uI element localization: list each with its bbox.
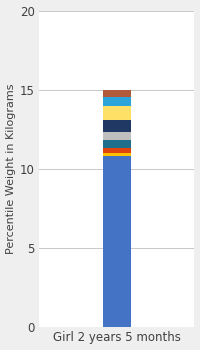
Bar — [103, 148, 131, 153]
Bar — [103, 140, 131, 148]
Bar — [103, 132, 131, 140]
Bar — [103, 106, 131, 120]
Bar — [103, 153, 131, 156]
Bar — [103, 156, 131, 327]
Y-axis label: Percentile Weight in Kilograms: Percentile Weight in Kilograms — [6, 83, 16, 254]
Bar — [103, 120, 131, 132]
Bar — [103, 90, 131, 97]
Bar — [103, 97, 131, 106]
